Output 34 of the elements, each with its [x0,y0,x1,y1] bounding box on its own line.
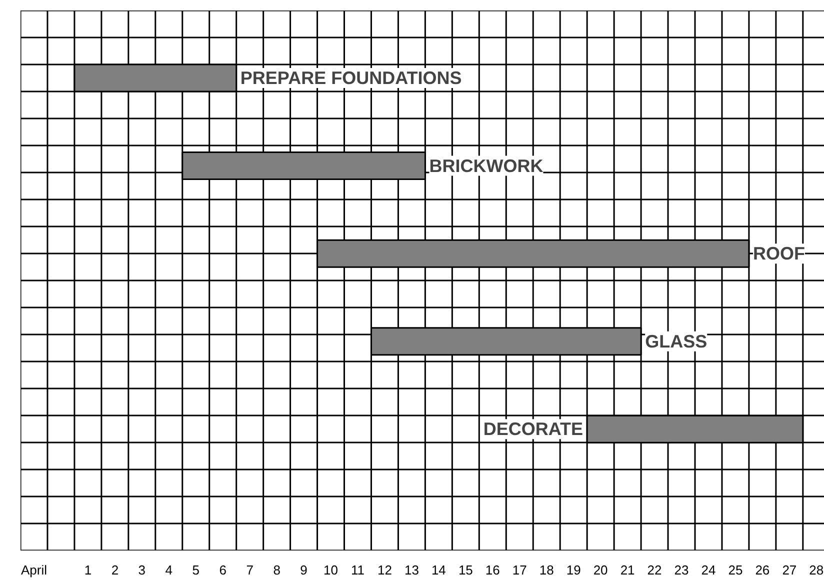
x-tick-label: 10 [324,562,338,578]
x-tick-label: 13 [404,562,419,578]
y-tick-label: GLASS [645,331,708,352]
x-tick-label: 3 [138,562,146,578]
x-tick-label: 1 [84,562,92,578]
x-tick-label: 21 [620,562,635,578]
x-tick-label: 20 [593,562,608,578]
x-tick-label: 8 [273,562,280,578]
x-tick-label: 11 [351,562,364,578]
x-tick-label: 16 [485,562,500,578]
y-tick-label: ROOF [753,244,806,264]
x-tick-label: 25 [728,562,743,578]
x-tick-label: 2 [111,562,119,578]
x-tick-label: 7 [246,562,254,578]
x-tick-label: 23 [674,562,689,578]
x-tick-label: 24 [701,562,716,578]
x-tick-label: 6 [219,562,226,578]
x-tick-label: 27 [782,562,797,578]
x-tick-label: 12 [378,562,392,578]
y-tick-label: DECORATE [483,419,584,440]
x-tick-label: 18 [539,562,554,578]
x-tick-label: 9 [300,562,308,578]
x-tick-label: 4 [165,562,173,578]
x-tick-label: 14 [431,562,446,578]
x-tick-label: 19 [566,562,581,578]
y-tick-label: BRICKWORK [429,156,544,176]
x-tick-label: 17 [512,562,527,578]
x-tick-label: April [20,562,48,578]
x-tick-label: 28 [809,562,824,578]
x-tick-label: 22 [647,562,662,578]
x-tick-label: 26 [755,562,770,578]
x-tick-label: 5 [192,562,200,578]
x-tick-label: 15 [458,562,473,578]
y-tick-label: PREPARE FOUNDATIONS [240,68,462,88]
